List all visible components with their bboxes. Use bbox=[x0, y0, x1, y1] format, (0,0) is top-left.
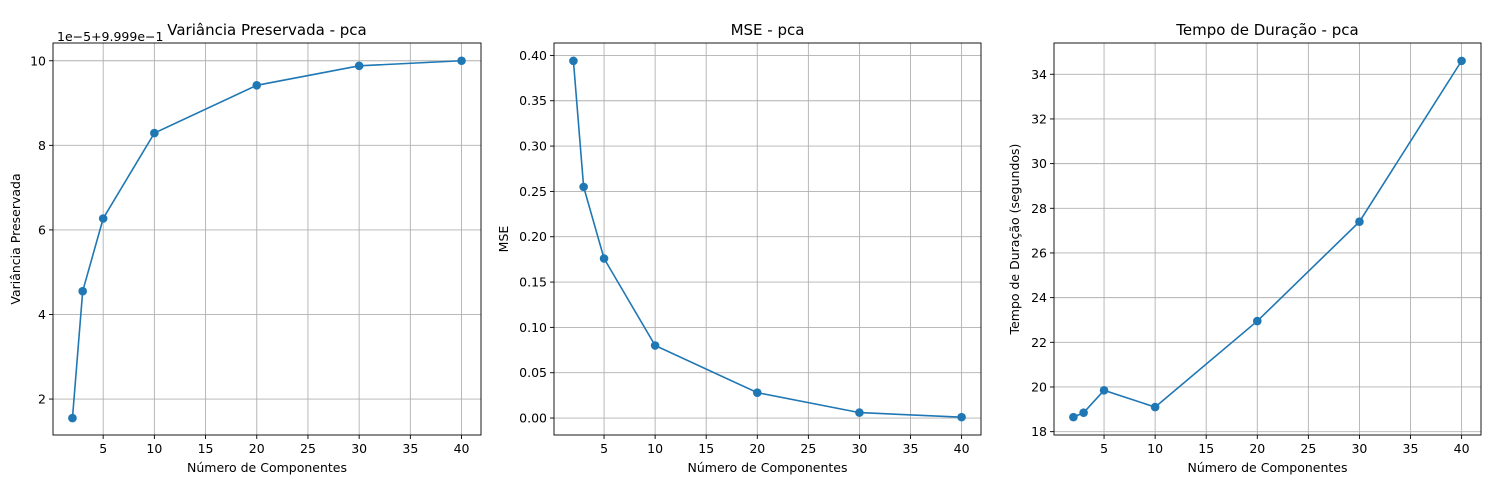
data-point bbox=[457, 56, 466, 66]
chart-title: Variância Preservada - pca bbox=[167, 21, 366, 39]
x-axis-label: Número de Componentes bbox=[1188, 460, 1348, 475]
x-tick-label: 10 bbox=[1147, 441, 1163, 456]
y-tick-label: 0.00 bbox=[519, 411, 547, 426]
y-tick-label: 0.05 bbox=[519, 365, 547, 380]
data-point bbox=[569, 56, 578, 66]
y-tick-label: 24 bbox=[1031, 290, 1047, 305]
y-tick-label: 0.25 bbox=[519, 184, 547, 199]
data-point bbox=[599, 254, 609, 263]
x-tick-label: 30 bbox=[351, 441, 367, 456]
x-tick-label: 35 bbox=[903, 441, 919, 456]
x-tick-label: 5 bbox=[600, 441, 608, 456]
x-tick-label: 20 bbox=[749, 441, 765, 456]
data-point bbox=[1252, 316, 1262, 326]
x-tick-label: 15 bbox=[1198, 441, 1214, 456]
x-tick-label: 25 bbox=[300, 441, 316, 456]
data-point bbox=[1150, 402, 1160, 412]
data-point bbox=[855, 408, 864, 417]
x-tick-label: 40 bbox=[454, 441, 470, 456]
y-tick-label: 28 bbox=[1031, 201, 1047, 216]
chart-1: 5 10 15 20 25 30 35 40 2 4 6 8 10 Variância Preservad… bbox=[8, 21, 482, 475]
y-tick-label: 6 bbox=[38, 222, 46, 237]
y-tick-label: 30 bbox=[1031, 156, 1047, 171]
data-point bbox=[957, 412, 966, 422]
x-tick-label: 5 bbox=[99, 441, 107, 456]
y-tick-label: 0.15 bbox=[519, 275, 547, 290]
x-tick-label: 20 bbox=[249, 441, 265, 456]
y-axis-label: MSE bbox=[496, 226, 511, 253]
y-axis-label: Variância Preservada bbox=[8, 173, 23, 304]
y-tick-label: 32 bbox=[1031, 111, 1047, 126]
series-line bbox=[572, 60, 962, 418]
y-tick-label: 18 bbox=[1031, 424, 1047, 439]
data-point bbox=[650, 341, 660, 350]
axis-offset-text: 1e−5+9.999e−1 bbox=[57, 29, 163, 44]
data-point bbox=[252, 80, 262, 90]
x-tick-label: 30 bbox=[851, 441, 867, 456]
x-tick-label: 40 bbox=[1454, 441, 1470, 456]
x-tick-label: 35 bbox=[402, 441, 418, 456]
y-tick-label: 0.20 bbox=[519, 229, 547, 244]
y-tick-label: 34 bbox=[1031, 67, 1047, 82]
y-tick-label: 4 bbox=[38, 307, 46, 322]
y-tick-label: 20 bbox=[1031, 379, 1047, 394]
data-point bbox=[752, 388, 762, 397]
x-tick-label: 35 bbox=[1403, 441, 1419, 456]
data-point bbox=[1069, 412, 1078, 422]
chart-2: 5 10 15 20 25 30 35 40 0.00 0.05 0.10 0.15 0.20 0.25 0… bbox=[496, 21, 982, 475]
data-point bbox=[78, 286, 87, 296]
data-point bbox=[1079, 408, 1088, 417]
data-point bbox=[150, 128, 159, 138]
y-tick-label: 0.30 bbox=[519, 139, 547, 154]
y-tick-label: 10 bbox=[30, 53, 46, 68]
axes-frame bbox=[52, 42, 482, 436]
data-point bbox=[354, 61, 364, 71]
x-tick-label: 30 bbox=[1351, 441, 1367, 456]
x-tick-label: 5 bbox=[1100, 441, 1108, 456]
series-line bbox=[71, 59, 462, 419]
x-axis-label: Número de Componentes bbox=[187, 460, 347, 475]
chart-title: MSE - pca bbox=[731, 21, 805, 39]
x-tick-label: 15 bbox=[698, 441, 714, 456]
y-tick-label: 0.40 bbox=[519, 48, 547, 63]
x-tick-label: 40 bbox=[954, 441, 970, 456]
y-tick-label: 0.35 bbox=[519, 93, 547, 108]
data-point bbox=[579, 182, 588, 192]
x-tick-label: 10 bbox=[647, 441, 663, 456]
chart-title: Tempo de Duração - pca bbox=[1175, 21, 1358, 39]
axes-frame bbox=[1053, 42, 1482, 436]
x-tick-label: 15 bbox=[198, 441, 214, 456]
y-tick-label: 2 bbox=[38, 392, 46, 407]
y-tick-label: 22 bbox=[1031, 335, 1047, 350]
y-tick-label: 8 bbox=[38, 138, 46, 153]
x-tick-label: 25 bbox=[1300, 441, 1316, 456]
y-tick-label: 0.10 bbox=[519, 320, 547, 335]
x-tick-label: 10 bbox=[146, 441, 162, 456]
y-axis-label: Tempo de Duração (segundos) bbox=[1007, 144, 1022, 336]
data-point bbox=[1355, 217, 1364, 226]
y-tick-label: 26 bbox=[1031, 245, 1047, 260]
series-line bbox=[1073, 60, 1463, 418]
data-point bbox=[1457, 56, 1466, 66]
chart-3: 5 10 15 20 25 30 35 40 18 20 22 24 26 28 30 32 34 Tempo d… bbox=[1007, 21, 1482, 475]
axes-frame bbox=[553, 42, 982, 436]
data-point bbox=[98, 214, 108, 223]
data-point bbox=[1099, 386, 1109, 395]
x-tick-label: 20 bbox=[1249, 441, 1265, 456]
x-axis-label: Número de Componentes bbox=[688, 460, 848, 475]
data-point bbox=[68, 413, 77, 423]
x-tick-label: 25 bbox=[800, 441, 816, 456]
